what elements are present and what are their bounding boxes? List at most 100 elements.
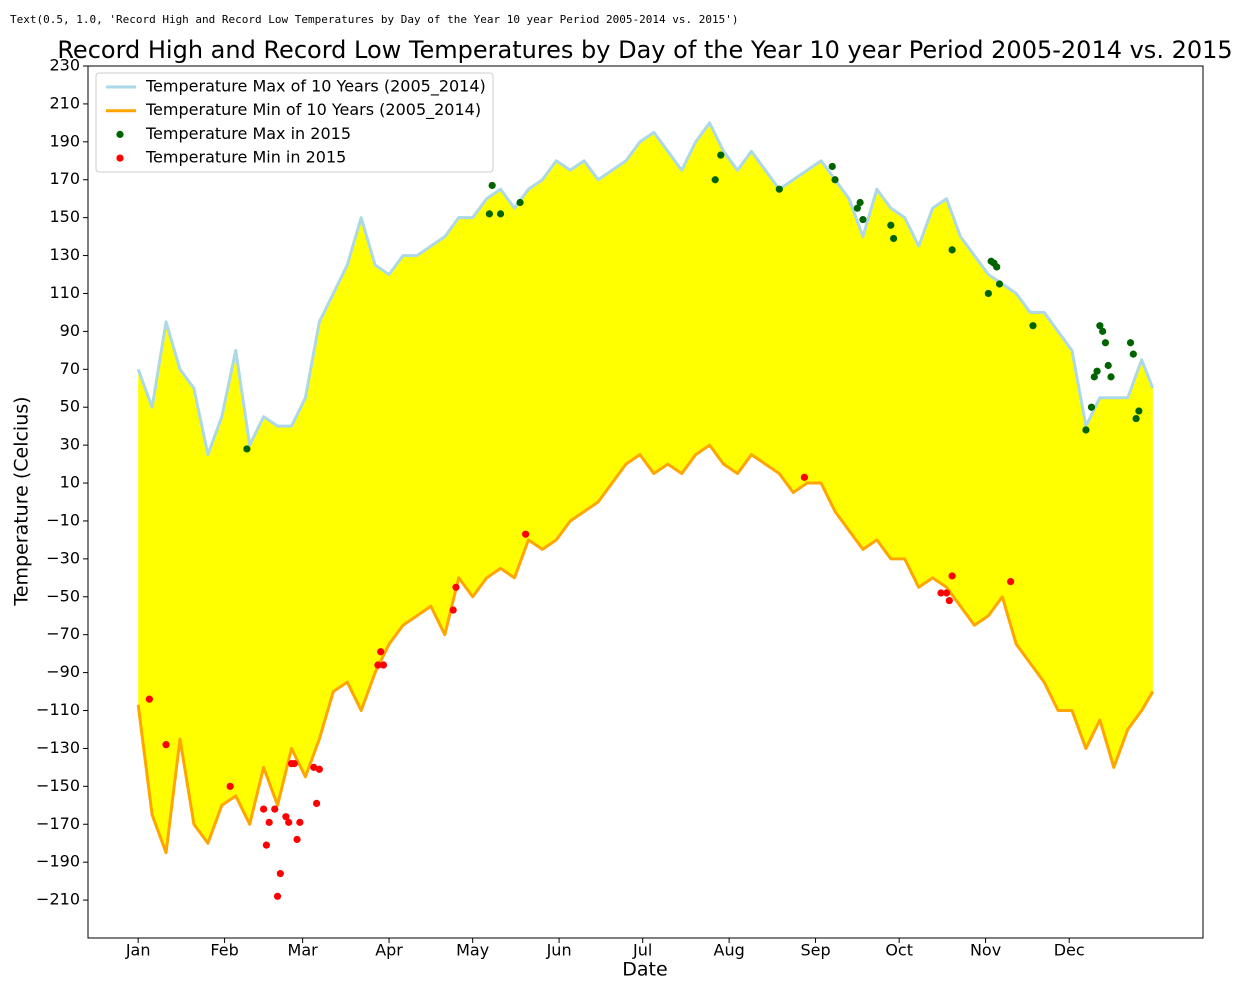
x-tick-label: May bbox=[456, 941, 489, 960]
legend-label: Temperature Max in 2015 bbox=[145, 124, 351, 143]
y-tick-label: −190 bbox=[36, 852, 80, 871]
scatter-point bbox=[942, 589, 951, 597]
scatter-point bbox=[1132, 414, 1140, 423]
x-tick-label: Jun bbox=[546, 941, 572, 960]
y-tick-label: 90 bbox=[60, 321, 80, 340]
scatter-point bbox=[145, 695, 153, 703]
scatter-point bbox=[516, 198, 524, 207]
y-tick-label: 170 bbox=[49, 169, 80, 188]
x-tick-label: Jan bbox=[125, 941, 151, 960]
scatter-point bbox=[276, 869, 284, 878]
scatter-point bbox=[948, 572, 956, 580]
y-tick-label: −110 bbox=[36, 700, 80, 719]
x-tick-label: Jul bbox=[632, 941, 652, 960]
scatter-point bbox=[775, 185, 783, 193]
scatter-point bbox=[273, 892, 282, 900]
scatter-point bbox=[1104, 361, 1112, 370]
y-axis-label: Temperature (Celcius) bbox=[11, 396, 33, 606]
legend-swatch bbox=[116, 154, 124, 162]
scatter-point bbox=[293, 835, 301, 844]
scatter-point bbox=[374, 661, 382, 669]
scatter-point bbox=[1087, 403, 1096, 411]
legend-label: Temperature Max of 10 Years (2005_2014) bbox=[145, 77, 486, 97]
scatter-point bbox=[271, 805, 279, 813]
x-tick-label: Apr bbox=[375, 941, 403, 960]
y-tick-label: 150 bbox=[49, 207, 80, 226]
scatter-point bbox=[1029, 322, 1037, 330]
y-tick-label: −30 bbox=[46, 548, 80, 567]
scatter-point bbox=[1135, 407, 1143, 415]
scatter-point bbox=[889, 234, 898, 243]
scatter-point bbox=[945, 596, 953, 605]
y-tick-label: 230 bbox=[49, 56, 80, 75]
scatter-point bbox=[1101, 339, 1110, 347]
y-tick-label: 110 bbox=[49, 283, 80, 302]
scatter-point bbox=[1126, 339, 1135, 347]
x-tick-label: Sep bbox=[800, 941, 830, 960]
scatter-point bbox=[379, 661, 388, 669]
scatter-point bbox=[260, 805, 268, 813]
scatter-point bbox=[265, 818, 273, 826]
y-tick-label: −170 bbox=[36, 814, 80, 833]
x-tick-label: Dec bbox=[1054, 941, 1085, 960]
y-tick-label: −210 bbox=[36, 890, 80, 909]
scatter-point bbox=[296, 818, 304, 826]
line bbox=[136, 443, 1155, 855]
scatter-point bbox=[312, 799, 321, 808]
y-tick-label: 130 bbox=[49, 245, 80, 264]
y-tick-label: 70 bbox=[60, 359, 80, 378]
scatter-point bbox=[452, 583, 460, 591]
legend: Temperature Max of 10 Years (2005_2014) T… bbox=[95, 72, 494, 173]
y-tick-label: 50 bbox=[60, 397, 80, 416]
scatter-point bbox=[856, 198, 864, 207]
scatter-point bbox=[226, 782, 234, 790]
scatter-point bbox=[522, 530, 530, 538]
scatter-point bbox=[993, 263, 1001, 271]
scatter-point bbox=[717, 151, 725, 159]
scatter-point bbox=[859, 215, 867, 224]
plot-frame bbox=[87, 65, 1204, 939]
y-tick-label: 30 bbox=[60, 435, 80, 454]
scatter-point bbox=[485, 210, 493, 218]
scatter-point bbox=[937, 589, 945, 597]
y-tick-label: 210 bbox=[49, 93, 80, 112]
y-tick-label: −10 bbox=[46, 510, 80, 529]
scatter-point bbox=[828, 162, 836, 171]
chart-title: Record High and Record Low Temperatures … bbox=[57, 36, 1232, 64]
scatter-point bbox=[1007, 578, 1015, 586]
scatter-point bbox=[984, 289, 992, 298]
x-tick-label: Aug bbox=[714, 941, 745, 960]
x-tick-label: Feb bbox=[210, 941, 238, 960]
line bbox=[136, 121, 1155, 457]
scatter-point bbox=[1107, 373, 1115, 381]
scatter-point bbox=[831, 176, 839, 184]
scatter-point bbox=[711, 176, 719, 184]
scatter-point bbox=[488, 181, 496, 190]
scatter-point bbox=[995, 280, 1004, 288]
scatter-point bbox=[285, 818, 293, 826]
scatter-point bbox=[315, 765, 323, 773]
legend-label: Temperature Min in 2015 bbox=[145, 148, 346, 167]
fill-between bbox=[138, 122, 1153, 853]
scatter-point bbox=[290, 760, 298, 768]
legend-box bbox=[95, 72, 494, 173]
scatter-point bbox=[800, 473, 808, 481]
scatter-point bbox=[1093, 367, 1101, 375]
y-tick-label: −150 bbox=[36, 776, 80, 795]
scatter-point bbox=[282, 813, 290, 821]
output-text: Text(0.5, 1.0, 'Record High and Record L… bbox=[10, 13, 738, 26]
legend-label: Temperature Min of 10 Years (2005_2014) bbox=[145, 100, 481, 120]
y-tick-label: −90 bbox=[46, 662, 80, 681]
scatter-point bbox=[162, 741, 170, 749]
y-tick-label: −70 bbox=[46, 624, 80, 643]
y-tick-label: 190 bbox=[49, 131, 80, 150]
scatter-point bbox=[449, 606, 457, 614]
scatter-point bbox=[887, 221, 895, 229]
scatter-point bbox=[262, 841, 270, 849]
y-tick-label: −130 bbox=[36, 738, 80, 757]
scatter-point bbox=[1129, 350, 1137, 358]
scatter-point bbox=[853, 204, 861, 212]
scatter-point bbox=[1090, 373, 1098, 381]
scatter-point bbox=[496, 210, 505, 218]
